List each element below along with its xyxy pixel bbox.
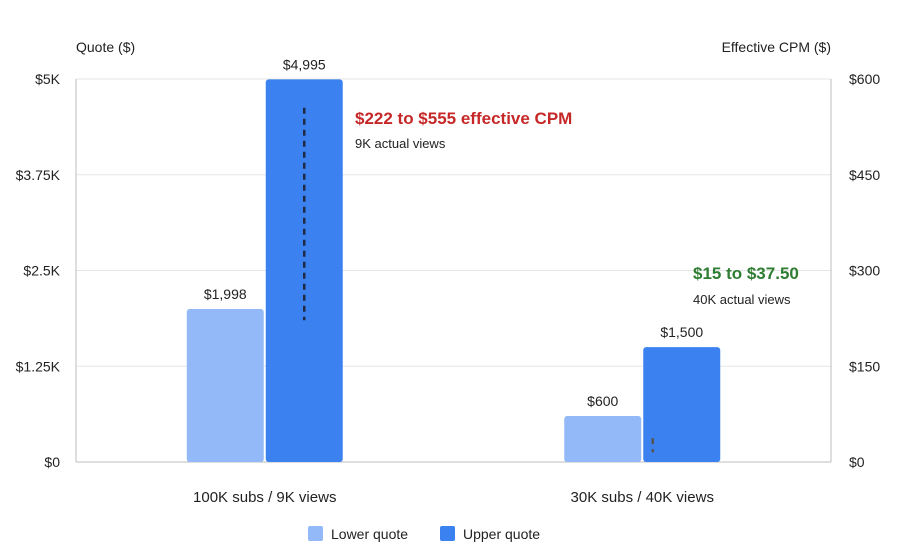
annotation-1: $222 to $555 effective CPM 9K actual vie… — [355, 109, 572, 151]
bar-lower-quote — [564, 416, 642, 462]
bar-upper-quote — [265, 79, 343, 463]
bar-value-labels: $1,998 $4,995 $600 $1,500 — [204, 56, 704, 409]
legend-label: Lower quote — [331, 526, 408, 542]
annotation-2: $15 to $37.50 40K actual views — [693, 264, 799, 307]
y-right-tick-label: $0 — [849, 454, 865, 470]
y-left-tick-label: $1.25K — [16, 358, 61, 374]
annotation-2-title: $15 to $37.50 — [693, 264, 799, 283]
y-right-tick-label: $600 — [849, 71, 880, 87]
y-left-tick-label: $5K — [35, 71, 61, 87]
category-label: 100K subs / 9K views — [193, 489, 336, 506]
bar-value-label: $1,998 — [204, 286, 247, 302]
y-left-tick-label: $0 — [44, 454, 60, 470]
y-right-tick-label: $150 — [849, 358, 880, 374]
bar-value-label: $4,995 — [283, 56, 326, 72]
bars — [186, 79, 721, 463]
y-left-tick-labels: $0 $1.25K $2.5K $3.75K $5K — [16, 71, 61, 470]
y-right-tick-label: $300 — [849, 263, 880, 279]
annotation-1-subtitle: 9K actual views — [355, 136, 446, 151]
y-right-tick-labels: $0 $150 $300 $450 $600 — [849, 71, 880, 470]
category-label: 30K subs / 40K views — [571, 489, 714, 506]
legend-swatch — [308, 526, 323, 541]
y-right-tick-label: $450 — [849, 167, 880, 183]
bar-lower-quote — [186, 308, 264, 462]
legend-swatch — [440, 526, 455, 541]
legend: Lower quote Upper quote — [308, 526, 540, 542]
y-left-tick-label: $2.5K — [23, 263, 60, 279]
category-labels: 100K subs / 9K views 30K subs / 40K views — [193, 489, 714, 506]
annotation-1-title: $222 to $555 effective CPM — [355, 109, 572, 128]
annotation-2-subtitle: 40K actual views — [693, 292, 791, 307]
legend-label: Upper quote — [463, 526, 540, 542]
y-left-axis-title: Quote ($) — [76, 39, 135, 55]
bar-value-label: $600 — [587, 393, 618, 409]
bar-value-label: $1,500 — [660, 324, 703, 340]
bar-upper-quote — [643, 347, 721, 462]
y-right-axis-title: Effective CPM ($) — [722, 39, 831, 55]
y-left-tick-label: $3.75K — [16, 167, 61, 183]
cpm-range-lines — [303, 107, 654, 453]
